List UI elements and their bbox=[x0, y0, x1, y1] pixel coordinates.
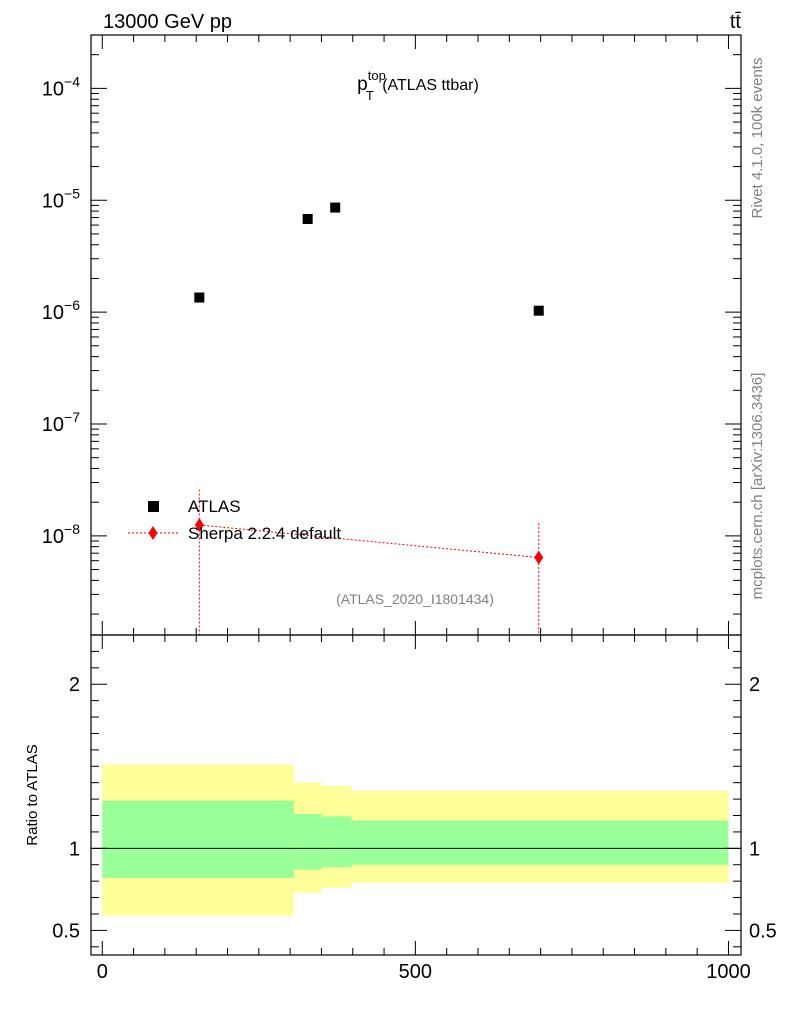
legend-atlas-marker bbox=[148, 501, 159, 512]
sherpa-series bbox=[194, 489, 544, 635]
ratio-band-inner-3 bbox=[351, 820, 729, 865]
analysis-label: (ATLAS_2020_I1801434) bbox=[336, 591, 494, 607]
atlas-series bbox=[194, 202, 544, 316]
ratio-band-inner-2 bbox=[321, 816, 352, 868]
main-y-tick-label-0: 10−4 bbox=[42, 73, 80, 100]
ratio-panel-frame bbox=[90, 634, 742, 956]
sherpa-line bbox=[199, 524, 539, 559]
axis-ticks bbox=[91, 35, 741, 955]
ratio-y-label: Ratio to ATLAS bbox=[24, 744, 41, 845]
sherpa-point-1 bbox=[534, 550, 544, 565]
ratio-y-tick-label-left-1: 1 bbox=[69, 838, 80, 860]
main-panel-frame bbox=[90, 34, 742, 636]
legend-sherpa-label: Sherpa 2.2.4 default bbox=[188, 524, 341, 543]
legend-atlas-label: ATLAS bbox=[188, 497, 241, 516]
sherpa-point-0 bbox=[194, 518, 204, 533]
x-tick-label-1: 500 bbox=[399, 961, 432, 983]
ratio-y-tick-label-right-1: 1 bbox=[749, 838, 760, 860]
ratio-y-tick-label-left-0: 0.5 bbox=[52, 920, 80, 942]
main-y-tick-label-2: 10−6 bbox=[42, 297, 80, 324]
ratio-y-tick-label-right-2: 2 bbox=[749, 674, 760, 696]
ratio-y-tick-label-left-2: 2 bbox=[69, 674, 80, 696]
axis-tick-labels: 10−4 10−5 10−6 10−7 10−8 0.5 0.5 1 1 2 2 0 500 1000 bbox=[42, 73, 777, 983]
energy-label: 13000 GeV pp bbox=[103, 11, 232, 33]
atlas-point-2 bbox=[330, 202, 341, 213]
ratio-bands bbox=[102, 764, 729, 916]
legend: ATLAS Sherpa 2.2.4 default bbox=[128, 497, 341, 543]
main-y-tick-label-3: 10−7 bbox=[42, 409, 80, 436]
x-tick-label-2: 1000 bbox=[706, 961, 751, 983]
main-y-tick-label-4: 10−8 bbox=[42, 521, 80, 548]
ratio-band-inner-1 bbox=[293, 813, 322, 870]
main-y-tick-label-1: 10−5 bbox=[42, 185, 80, 212]
ratio-band-inner-0 bbox=[102, 800, 294, 878]
atlas-point-3 bbox=[533, 305, 544, 316]
atlas-point-1 bbox=[302, 213, 313, 224]
rivet-label: Rivet 4.1.0, 100k events bbox=[749, 58, 766, 219]
x-tick-label-0: 0 bbox=[97, 961, 108, 983]
plot-title: ptop T (ATLAS ttbar) bbox=[357, 68, 479, 103]
ratio-y-tick-label-right-0: 0.5 bbox=[749, 920, 777, 942]
atlas-point-0 bbox=[194, 292, 205, 303]
legend-sherpa-marker bbox=[148, 526, 158, 540]
process-label: tt̄ bbox=[730, 11, 742, 33]
mcplots-label: mcplots.cern.ch [arXiv:1306.3436] bbox=[749, 373, 766, 600]
